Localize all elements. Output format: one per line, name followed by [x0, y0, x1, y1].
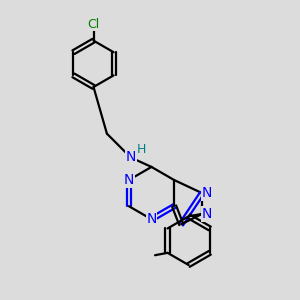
Text: N: N: [146, 212, 157, 226]
Text: N: N: [201, 186, 212, 200]
Text: Cl: Cl: [87, 18, 99, 31]
Text: N: N: [125, 150, 136, 164]
Text: N: N: [201, 207, 212, 221]
Text: N: N: [124, 173, 134, 187]
Text: H: H: [136, 142, 146, 156]
